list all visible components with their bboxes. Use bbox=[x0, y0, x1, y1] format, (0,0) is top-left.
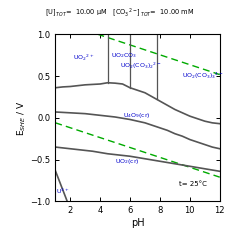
Y-axis label: E$_{SHE}$ / V: E$_{SHE}$ / V bbox=[15, 100, 28, 136]
Text: UO$_2$$^{2+}$: UO$_2$$^{2+}$ bbox=[73, 52, 95, 63]
Text: [U]$_{\/TOT}$=  10.00 μM   [CO$_3$$^{2-}$]$_{\/TOT}$=  10.00 mM: [U]$_{\/TOT}$= 10.00 μM [CO$_3$$^{2-}$]$… bbox=[45, 6, 195, 19]
X-axis label: pH: pH bbox=[131, 218, 144, 228]
Text: U$_4$O$_9$(cr): U$_4$O$_9$(cr) bbox=[123, 111, 150, 120]
Text: UO$_2$(cr): UO$_2$(cr) bbox=[115, 157, 140, 166]
Text: UO$_2$(CO$_3$)$_2$$^{2-}$: UO$_2$(CO$_3$)$_2$$^{2-}$ bbox=[120, 61, 161, 71]
Text: UO$_2$(CO$_3$)$_3$$^{4-}$: UO$_2$(CO$_3$)$_3$$^{4-}$ bbox=[182, 71, 224, 81]
Text: UO$_2$CO$_3$: UO$_2$CO$_3$ bbox=[111, 52, 137, 61]
Text: t= 25°C: t= 25°C bbox=[179, 181, 207, 187]
Text: U$^{3+}$: U$^{3+}$ bbox=[56, 187, 69, 196]
